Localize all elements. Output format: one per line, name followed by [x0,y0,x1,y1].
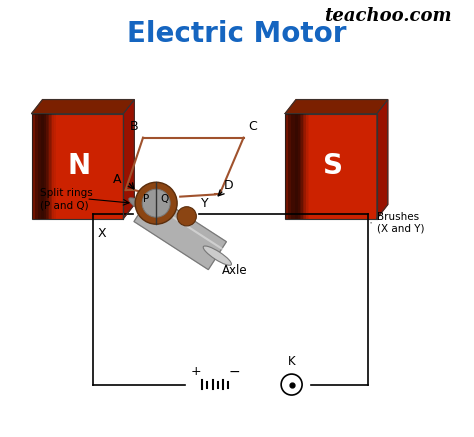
Bar [38,114,48,218]
Bar [295,114,303,218]
Bar [48,114,53,218]
Text: P: P [144,194,150,204]
Text: Brushes
(X and Y): Brushes (X and Y) [371,212,424,234]
Text: B: B [130,120,139,133]
Text: Y: Y [201,197,209,210]
Text: +: + [190,365,201,378]
Bar [285,114,377,218]
Text: Q: Q [160,194,168,204]
Text: −: − [229,365,241,379]
Text: A: A [113,173,121,186]
Ellipse shape [203,246,231,265]
Circle shape [135,182,177,224]
Polygon shape [377,100,388,218]
Text: teachoo.com: teachoo.com [324,7,451,24]
Bar [54,114,56,218]
Bar [304,114,308,218]
Bar [45,114,51,218]
Text: X: X [97,227,106,240]
Circle shape [281,374,302,395]
Bar [35,114,46,218]
Polygon shape [32,100,134,114]
Bar [288,114,300,218]
Bar [285,114,298,218]
Bar [51,114,54,218]
Text: Electric Motor: Electric Motor [127,20,347,48]
Polygon shape [123,100,134,218]
Polygon shape [285,100,388,114]
Bar [298,114,304,218]
Bar [308,114,309,218]
Text: N: N [68,152,91,180]
Text: Axle: Axle [222,264,247,277]
Bar [301,114,306,218]
Text: D: D [224,179,234,192]
Bar [32,114,123,218]
Bar [41,114,49,218]
Text: C: C [248,120,257,133]
Ellipse shape [129,198,157,217]
Text: Split rings
(P and Q): Split rings (P and Q) [40,187,93,210]
Bar [292,114,301,218]
Bar [32,114,45,218]
Circle shape [177,207,196,226]
Text: K: K [288,354,295,368]
Circle shape [142,189,170,217]
Polygon shape [134,194,227,270]
Text: S: S [323,152,343,180]
